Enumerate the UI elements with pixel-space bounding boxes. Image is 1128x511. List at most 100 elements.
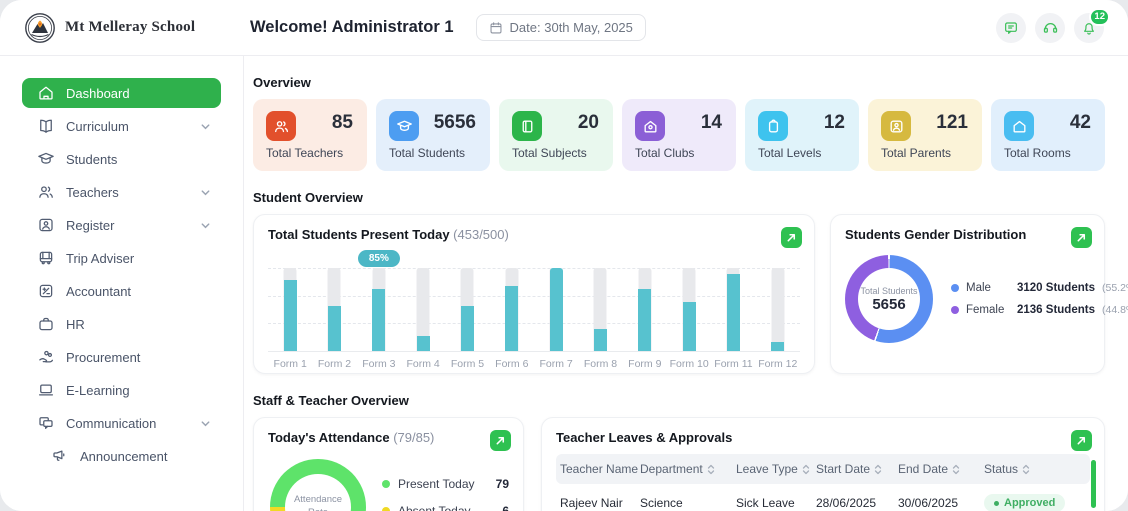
stat-card-total-clubs[interactable]: 14 Total Clubs xyxy=(622,99,736,171)
sort-icon[interactable] xyxy=(952,464,960,475)
bell-icon xyxy=(1081,20,1097,36)
table-scrollbar[interactable] xyxy=(1091,460,1096,508)
female-dot xyxy=(951,306,959,314)
donut-center-label: Total Students xyxy=(860,285,918,296)
cell-leave-type: Sick Leave xyxy=(736,496,795,510)
notifications-button[interactable]: 12 xyxy=(1074,7,1110,43)
sidebar-item-hr[interactable]: HR xyxy=(22,309,221,339)
gender-legend: Male 3120 Students (55.2%) Female 2136 S… xyxy=(951,282,1128,316)
school-logo xyxy=(24,12,56,44)
sidebar-item-accountant[interactable]: Accountant xyxy=(22,276,221,306)
chevron-down-icon xyxy=(200,418,211,429)
bar-form-4[interactable] xyxy=(401,268,445,351)
graduation-cap-icon xyxy=(389,111,419,141)
teachers-icon xyxy=(266,111,296,141)
stat-label: Total Students xyxy=(389,146,466,160)
sidebar-item-trip-adviser[interactable]: Trip Adviser xyxy=(22,243,221,273)
x-tick-label: Form 12 xyxy=(758,358,798,370)
table-row[interactable]: Rajeev Nair Science Sick Leave 28/06/2025 30… xyxy=(556,484,1090,511)
sidebar-item-label: Accountant xyxy=(66,283,132,299)
bar-form-2[interactable] xyxy=(312,268,356,351)
sidebar-item-communication[interactable]: Communication xyxy=(22,408,221,438)
gender-distribution-card: Students Gender Distribution Total Stude… xyxy=(830,214,1128,374)
bar-form-11[interactable] xyxy=(711,268,755,351)
school-name: Mt Melleray School xyxy=(65,19,196,35)
clipboard-icon xyxy=(758,111,788,141)
cell-teacher-name: Rajeev Nair xyxy=(560,496,623,510)
sort-icon[interactable] xyxy=(1022,464,1030,475)
leaves-table-header: Teacher Name Department Leave Type Start Da… xyxy=(556,454,1090,484)
column-header-status[interactable]: Status xyxy=(984,462,1086,476)
chevron-down-icon xyxy=(200,121,211,132)
support-button[interactable] xyxy=(1035,12,1065,43)
male-dot xyxy=(951,284,959,292)
bar-chart-x-labels: Form 1 Form 2 Form 3 Form 4 Form 5 Form 6 Form… xyxy=(268,358,800,370)
sidebar-item-announcement[interactable]: Announcement xyxy=(36,441,221,471)
laptop-icon xyxy=(37,381,55,399)
sidebar-item-e-learning[interactable]: E-Learning xyxy=(22,375,221,405)
export-button[interactable] xyxy=(490,430,511,451)
overview-cards: 85 Total Teachers 5656 Total Students xyxy=(253,99,1105,171)
stat-card-total-students[interactable]: 5656 Total Students xyxy=(376,99,490,171)
sidebar-item-register[interactable]: Register xyxy=(22,210,221,240)
messages-button[interactable] xyxy=(996,12,1026,43)
stat-value: 5656 xyxy=(433,112,476,133)
column-header-start-date[interactable]: Start Date xyxy=(816,462,898,476)
stat-label: Total Rooms xyxy=(1004,146,1071,160)
date-picker-chip[interactable]: Date: 30th May, 2025 xyxy=(475,14,646,41)
legend-item-female: Female 2136 Students (44.8%) xyxy=(951,304,1128,316)
sidebar-item-label: Students xyxy=(66,151,118,167)
stat-card-total-subjects[interactable]: 20 Total Subjects xyxy=(499,99,613,171)
export-button[interactable] xyxy=(781,227,802,248)
sidebar-item-procurement[interactable]: Procurement xyxy=(22,342,221,372)
export-button[interactable] xyxy=(1071,227,1092,248)
sidebar-item-label: E-Learning xyxy=(66,382,130,398)
legend-item-present: Present Today 79 xyxy=(382,477,509,491)
column-header-end-date[interactable]: End Date xyxy=(898,462,984,476)
bar-form-6[interactable] xyxy=(490,268,534,351)
bar-form-3[interactable] xyxy=(357,268,401,351)
stat-card-total-teachers[interactable]: 85 Total Teachers xyxy=(253,99,367,171)
bar-form-10[interactable] xyxy=(667,268,711,351)
bar-form-1[interactable] xyxy=(268,268,312,351)
sidebar-item-label: Register xyxy=(66,217,115,233)
id-card-icon xyxy=(37,216,55,234)
bar-form-7[interactable] xyxy=(534,268,578,351)
attendance-legend: Present Today 79 Absent Today 6 xyxy=(382,477,509,511)
stat-card-total-rooms[interactable]: 42 Total Rooms xyxy=(991,99,1105,171)
book-icon xyxy=(37,117,55,135)
stat-card-total-levels[interactable]: 12 Total Levels xyxy=(745,99,859,171)
leaves-table-body: Rajeev Nair Science Sick Leave 28/06/2025 30… xyxy=(556,484,1090,511)
main-content: Overview 85 Total Teachers 5656 T xyxy=(244,56,1128,511)
export-button[interactable] xyxy=(1071,430,1092,451)
sidebar-item-curriculum[interactable]: Curriculum xyxy=(22,111,221,141)
stat-value: 121 xyxy=(936,112,968,133)
sidebar-item-dashboard[interactable]: Dashboard xyxy=(22,78,221,108)
attendance-center-label: Attendance Rate xyxy=(293,494,343,511)
cell-end-date: 30/06/2025 xyxy=(898,496,959,510)
attendance-donut-chart: Attendance Rate xyxy=(270,459,366,511)
sidebar-item-teachers[interactable]: Teachers xyxy=(22,177,221,207)
x-tick-label: Form 10 xyxy=(669,358,709,370)
column-header-leave-type[interactable]: Leave Type xyxy=(736,462,816,476)
hand-coins-icon xyxy=(37,348,55,366)
todays-attendance-card: Today's Attendance (79/85) Attendance Ra… xyxy=(253,417,524,511)
leaves-title: Teacher Leaves & Approvals xyxy=(556,430,733,445)
column-header-teacher-name[interactable]: Teacher Name xyxy=(560,462,639,476)
briefcase-icon xyxy=(37,315,55,333)
parent-card-icon xyxy=(881,111,911,141)
column-header-department[interactable]: Department xyxy=(640,462,736,476)
sort-icon[interactable] xyxy=(707,464,715,475)
x-tick-label: Form 1 xyxy=(273,358,307,370)
bar-form-12[interactable] xyxy=(756,268,800,351)
stat-card-total-parents[interactable]: 121 Total Parents xyxy=(868,99,982,171)
room-icon xyxy=(1004,111,1034,141)
sidebar-item-label: Dashboard xyxy=(66,85,130,101)
bar-form-8[interactable] xyxy=(578,268,622,351)
gender-card-title: Students Gender Distribution xyxy=(845,227,1027,242)
sort-icon[interactable] xyxy=(802,464,810,475)
sidebar-item-students[interactable]: Students xyxy=(22,144,221,174)
bar-form-5[interactable] xyxy=(445,268,489,351)
sort-icon[interactable] xyxy=(874,464,882,475)
bar-form-9[interactable] xyxy=(623,268,667,351)
